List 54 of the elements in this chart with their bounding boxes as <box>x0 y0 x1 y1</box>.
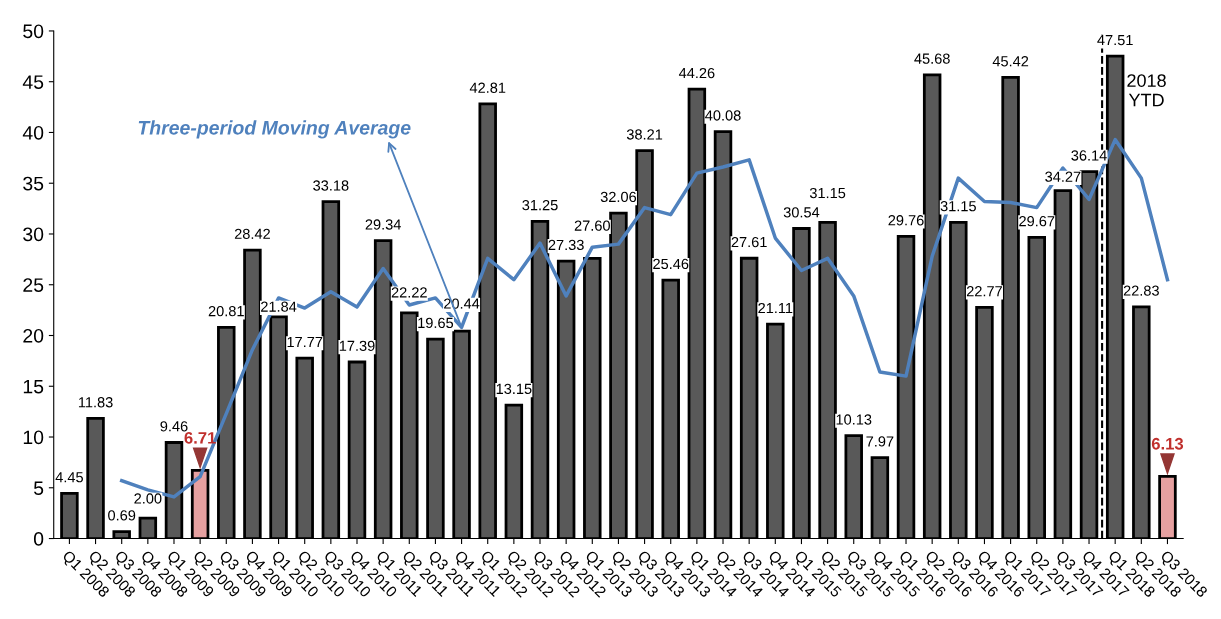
data-label: 2.00 <box>134 493 162 504</box>
y-tick-label: 30 <box>23 227 44 242</box>
data-label: 9.46 <box>160 421 188 432</box>
data-label: 31.25 <box>522 199 558 211</box>
y-tick-label: 50 <box>23 24 44 39</box>
data-label: 7.97 <box>866 436 894 447</box>
data-label: 17.77 <box>287 336 323 347</box>
data-label: 22.77 <box>966 286 1002 297</box>
data-label: 29.67 <box>1019 216 1055 227</box>
data-label: 34.27 <box>1045 171 1081 182</box>
y-tick-label: 40 <box>22 125 44 140</box>
data-label: 31.15 <box>809 187 846 199</box>
data-label: 22.83 <box>1123 285 1159 296</box>
y-tick-label: 0 <box>33 532 44 546</box>
data-label: 21.11 <box>758 302 793 314</box>
annotation: 2018 YTD <box>1127 74 1166 107</box>
y-tick-label: 5 <box>33 481 44 496</box>
y-tick-label: 20 <box>23 328 44 343</box>
data-label: 10.13 <box>836 414 872 425</box>
data-label: 4.45 <box>55 472 83 483</box>
data-label: 29.34 <box>365 219 401 230</box>
data-label: 21.84 <box>261 301 297 312</box>
data-label: 11.83 <box>78 397 113 408</box>
data-label: 28.42 <box>234 228 270 240</box>
data-label: 33.18 <box>313 180 349 191</box>
y-tick-label: 15 <box>23 379 44 394</box>
data-label: 38.21 <box>626 129 663 140</box>
data-label: 17.39 <box>339 340 375 351</box>
data-label: 45.42 <box>992 56 1029 67</box>
y-tick-label: 10 <box>23 430 44 445</box>
data-label: 27.61 <box>731 236 767 248</box>
data-label: 20.81 <box>208 305 244 317</box>
data-label: 47.51 <box>1097 35 1133 46</box>
data-label: 30.54 <box>783 207 820 218</box>
y-tick-label: 45 <box>22 75 44 89</box>
data-label: 31.15 <box>940 200 976 212</box>
y-tick-label: 35 <box>23 176 44 191</box>
data-label: 25.46 <box>653 258 689 270</box>
data-label: 29.76 <box>888 215 924 226</box>
data-label: 13.15 <box>496 383 532 395</box>
data-label: 36.14 <box>1071 150 1107 161</box>
data-label: 40.08 <box>705 110 741 121</box>
data-label: 27.33 <box>548 239 584 251</box>
data-label: 0.69 <box>108 510 136 521</box>
data-label: 42.81 <box>469 82 506 93</box>
data-label: 22.22 <box>391 287 427 298</box>
data-label: 32.06 <box>600 191 637 203</box>
data-label: 27.60 <box>574 220 610 231</box>
data-label: 45.68 <box>914 53 950 64</box>
y-tick-label: 25 <box>23 278 44 292</box>
data-label: 6.13 <box>1151 437 1184 450</box>
data-label: 44.26 <box>678 67 715 79</box>
annotation: Three-period Moving Average <box>138 120 411 139</box>
data-label: 19.65 <box>418 317 454 329</box>
